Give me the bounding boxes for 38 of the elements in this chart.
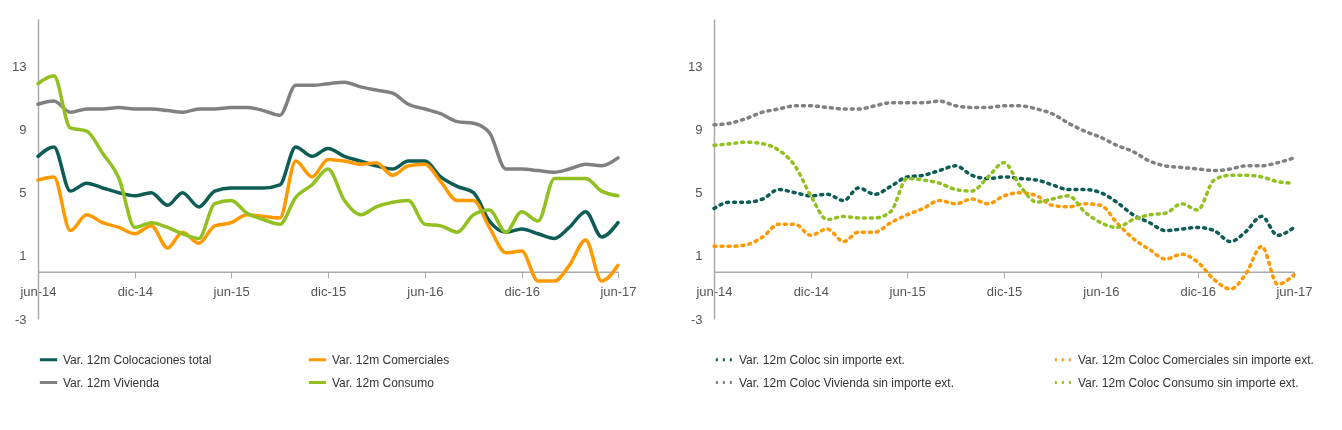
- legend-label: Var. 12m Coloc Consumo sin importe ext.: [1078, 375, 1299, 390]
- x-tick-label: dic-16: [1180, 284, 1216, 300]
- line-series: [36, 145, 620, 241]
- y-tick-label: 9: [695, 122, 703, 138]
- line-series: [36, 74, 620, 241]
- y-tick-label: 9: [19, 122, 27, 138]
- y-tick-label: 1: [19, 248, 27, 264]
- x-tick-label: jun-16: [406, 284, 444, 300]
- legend-label: Var. 12m Coloc Vivienda sin importe ext.: [739, 375, 954, 390]
- x-tick-label: jun-14: [695, 284, 733, 300]
- legend-label: Var. 12m Coloc Comerciales sin importe ext.: [1078, 352, 1314, 367]
- x-tick-label: dic-15: [986, 284, 1023, 300]
- y-tick-label: 13: [12, 58, 27, 74]
- legend-label: Var. 12m Vivienda: [63, 375, 160, 390]
- y-tick-label: -3: [690, 311, 703, 327]
- line-series: [36, 157, 620, 283]
- legend-label: Var. 12m Coloc sin importe ext.: [739, 352, 905, 367]
- line-series: [36, 80, 620, 174]
- x-tick-label: jun-17: [1275, 284, 1313, 300]
- y-tick-label: 13: [688, 58, 703, 74]
- x-tick-label: jun-15: [888, 284, 926, 300]
- legend-label: Var. 12m Colocaciones total: [63, 352, 212, 367]
- x-tick-label: dic-16: [504, 284, 540, 300]
- y-tick-label: 1: [695, 248, 703, 264]
- x-tick-label: dic-14: [117, 284, 154, 300]
- x-tick-label: dic-15: [310, 284, 347, 300]
- legend-label: Var. 12m Comerciales: [332, 352, 450, 367]
- x-tick-label: dic-14: [793, 284, 830, 300]
- legend-label: Var. 12m Consumo: [332, 375, 435, 390]
- x-tick-label: jun-16: [1082, 284, 1120, 300]
- x-tick-label: jun-17: [599, 284, 637, 300]
- line-series: [712, 164, 1296, 244]
- x-tick-label: jun-14: [19, 284, 57, 300]
- x-tick-label: jun-15: [212, 284, 250, 300]
- line-series: [712, 99, 1296, 173]
- y-tick-label: 5: [19, 185, 27, 201]
- y-tick-label: 5: [695, 185, 703, 201]
- y-tick-label: -3: [14, 311, 27, 327]
